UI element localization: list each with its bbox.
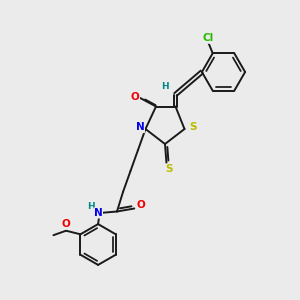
Text: H: H xyxy=(87,202,95,211)
Text: Cl: Cl xyxy=(202,33,214,43)
Text: O: O xyxy=(136,200,145,211)
Text: O: O xyxy=(130,92,140,102)
Text: H: H xyxy=(161,82,169,91)
Text: N: N xyxy=(94,208,103,218)
Text: S: S xyxy=(165,164,172,174)
Text: N: N xyxy=(136,122,145,133)
Text: O: O xyxy=(61,219,70,229)
Text: S: S xyxy=(189,122,197,133)
